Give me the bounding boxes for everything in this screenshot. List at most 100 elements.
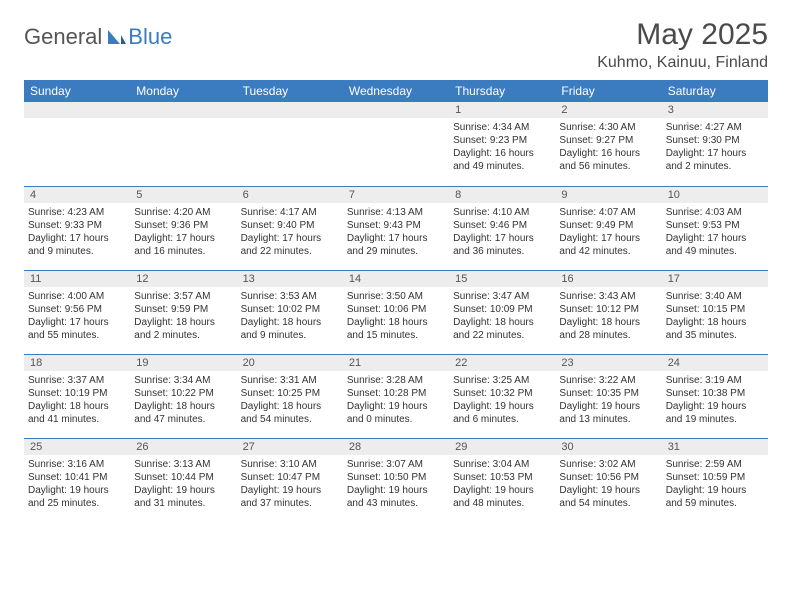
empty-daynum [24, 102, 130, 118]
day-cell: 3Sunrise: 4:27 AMSunset: 9:30 PMDaylight… [662, 102, 768, 186]
day-number: 31 [662, 439, 768, 455]
day-cell: 13Sunrise: 3:53 AMSunset: 10:02 PMDaylig… [237, 270, 343, 354]
day-number: 28 [343, 439, 449, 455]
day-number: 18 [24, 355, 130, 371]
empty-cell [237, 102, 343, 186]
day-number: 25 [24, 439, 130, 455]
daylight-line: Daylight: 18 hours and 41 minutes. [28, 400, 126, 426]
daylight-line: Daylight: 17 hours and 29 minutes. [347, 232, 445, 258]
sunrise-line: Sunrise: 4:00 AM [28, 290, 126, 303]
day-body: Sunrise: 3:40 AMSunset: 10:15 PMDaylight… [662, 287, 768, 346]
day-cell: 7Sunrise: 4:13 AMSunset: 9:43 PMDaylight… [343, 186, 449, 270]
sunset-line: Sunset: 10:15 PM [666, 303, 764, 316]
daylight-line: Daylight: 17 hours and 42 minutes. [559, 232, 657, 258]
sunrise-line: Sunrise: 3:25 AM [453, 374, 551, 387]
sunset-line: Sunset: 10:32 PM [453, 387, 551, 400]
day-number: 24 [662, 355, 768, 371]
sunrise-line: Sunrise: 3:10 AM [241, 458, 339, 471]
day-cell: 8Sunrise: 4:10 AMSunset: 9:46 PMDaylight… [449, 186, 555, 270]
daylight-line: Daylight: 19 hours and 54 minutes. [559, 484, 657, 510]
day-body: Sunrise: 3:57 AMSunset: 9:59 PMDaylight:… [130, 287, 236, 346]
daylight-line: Daylight: 18 hours and 2 minutes. [134, 316, 232, 342]
month-title: May 2025 [597, 18, 768, 52]
sunset-line: Sunset: 9:56 PM [28, 303, 126, 316]
sunrise-line: Sunrise: 3:57 AM [134, 290, 232, 303]
empty-daynum [237, 102, 343, 118]
daylight-line: Daylight: 17 hours and 2 minutes. [666, 147, 764, 173]
sunset-line: Sunset: 9:30 PM [666, 134, 764, 147]
weekday-tue: Tuesday [237, 80, 343, 102]
day-body: Sunrise: 3:34 AMSunset: 10:22 PMDaylight… [130, 371, 236, 430]
sunrise-line: Sunrise: 3:50 AM [347, 290, 445, 303]
daylight-line: Daylight: 19 hours and 6 minutes. [453, 400, 551, 426]
day-cell: 18 Sunrise: 3:37 AMSunset: 10:19 PMDaylig… [24, 354, 130, 438]
empty-cell [24, 102, 130, 186]
day-number: 14 [343, 271, 449, 287]
day-number: 27 [237, 439, 343, 455]
sunset-line: Sunset: 9:36 PM [134, 219, 232, 232]
day-cell: 15Sunrise: 3:47 AMSunset: 10:09 PMDaylig… [449, 270, 555, 354]
day-number: 1 [449, 102, 555, 118]
day-body: Sunrise: 3:47 AMSunset: 10:09 PMDaylight… [449, 287, 555, 346]
day-body: Sunrise: 3:28 AMSunset: 10:28 PMDaylight… [343, 371, 449, 430]
day-cell: 25Sunrise: 3:16 AMSunset: 10:41 PMDaylig… [24, 438, 130, 522]
day-body: Sunrise: 4:34 AMSunset: 9:23 PMDaylight:… [449, 118, 555, 177]
day-body: Sunrise: 3:50 AMSunset: 10:06 PMDaylight… [343, 287, 449, 346]
day-number: 4 [24, 187, 130, 203]
sunrise-line: Sunrise: 3:47 AM [453, 290, 551, 303]
sunrise-line: Sunrise: 3:13 AM [134, 458, 232, 471]
daylight-line: Daylight: 19 hours and 59 minutes. [666, 484, 764, 510]
sunset-line: Sunset: 10:59 PM [666, 471, 764, 484]
day-body: Sunrise: 4:23 AMSunset: 9:33 PMDaylight:… [24, 203, 130, 262]
day-body: Sunrise: 3:53 AMSunset: 10:02 PMDaylight… [237, 287, 343, 346]
sunset-line: Sunset: 9:27 PM [559, 134, 657, 147]
daylight-line: Daylight: 17 hours and 22 minutes. [241, 232, 339, 258]
daylight-line: Daylight: 18 hours and 28 minutes. [559, 316, 657, 342]
sunset-line: Sunset: 9:40 PM [241, 219, 339, 232]
daylight-line: Daylight: 18 hours and 15 minutes. [347, 316, 445, 342]
day-body: Sunrise: 3:13 AMSunset: 10:44 PMDaylight… [130, 455, 236, 514]
sunset-line: Sunset: 9:59 PM [134, 303, 232, 316]
sunset-line: Sunset: 10:44 PM [134, 471, 232, 484]
day-cell: 2Sunrise: 4:30 AMSunset: 9:27 PMDaylight… [555, 102, 661, 186]
empty-daynum [130, 102, 236, 118]
week-row: 11Sunrise: 4:00 AMSunset: 9:56 PMDayligh… [24, 270, 768, 354]
sunset-line: Sunset: 9:49 PM [559, 219, 657, 232]
day-number: 21 [343, 355, 449, 371]
sunset-line: Sunset: 10:19 PM [28, 387, 126, 400]
daylight-line: Daylight: 19 hours and 19 minutes. [666, 400, 764, 426]
calendar-table: Sunday Monday Tuesday Wednesday Thursday… [24, 80, 768, 522]
weekday-sun: Sunday [24, 80, 130, 102]
day-cell: 24Sunrise: 3:19 AMSunset: 10:38 PMDaylig… [662, 354, 768, 438]
sunrise-line: Sunrise: 3:37 AM [28, 374, 126, 387]
day-body: Sunrise: 3:07 AMSunset: 10:50 PMDaylight… [343, 455, 449, 514]
day-number: 6 [237, 187, 343, 203]
daylight-line: Daylight: 19 hours and 0 minutes. [347, 400, 445, 426]
brand-part2: Blue [128, 24, 172, 50]
day-cell: 5Sunrise: 4:20 AMSunset: 9:36 PMDaylight… [130, 186, 236, 270]
day-number: 9 [555, 187, 661, 203]
day-number: 19 [130, 355, 236, 371]
sunset-line: Sunset: 9:33 PM [28, 219, 126, 232]
daylight-line: Daylight: 17 hours and 16 minutes. [134, 232, 232, 258]
day-body: Sunrise: 3:10 AMSunset: 10:47 PMDaylight… [237, 455, 343, 514]
sunset-line: Sunset: 10:56 PM [559, 471, 657, 484]
day-number: 23 [555, 355, 661, 371]
day-number: 3 [662, 102, 768, 118]
day-cell: 26Sunrise: 3:13 AMSunset: 10:44 PMDaylig… [130, 438, 236, 522]
day-cell: 6Sunrise: 4:17 AMSunset: 9:40 PMDaylight… [237, 186, 343, 270]
sunrise-line: Sunrise: 4:34 AM [453, 121, 551, 134]
header: General Blue May 2025 Kuhmo, Kainuu, Fin… [24, 18, 768, 72]
daylight-line: Daylight: 19 hours and 31 minutes. [134, 484, 232, 510]
day-body: Sunrise: 3:22 AMSunset: 10:35 PMDaylight… [555, 371, 661, 430]
sunrise-line: Sunrise: 3:28 AM [347, 374, 445, 387]
sunset-line: Sunset: 10:02 PM [241, 303, 339, 316]
week-row: 1Sunrise: 4:34 AMSunset: 9:23 PMDaylight… [24, 102, 768, 186]
sunrise-line: Sunrise: 4:07 AM [559, 206, 657, 219]
weekday-fri: Friday [555, 80, 661, 102]
day-cell: 9 Sunrise: 4:07 AMSunset: 9:49 PMDaylight… [555, 186, 661, 270]
sunrise-line: Sunrise: 3:19 AM [666, 374, 764, 387]
sunrise-line: Sunrise: 4:30 AM [559, 121, 657, 134]
day-number: 29 [449, 439, 555, 455]
sunset-line: Sunset: 10:53 PM [453, 471, 551, 484]
